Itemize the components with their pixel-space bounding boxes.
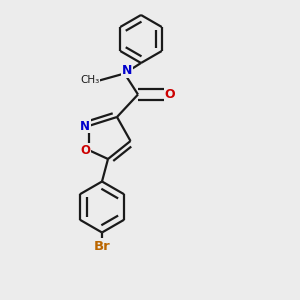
Text: CH₃: CH₃: [80, 75, 100, 85]
Text: N: N: [122, 64, 132, 77]
Text: O: O: [165, 88, 176, 101]
Text: Br: Br: [94, 239, 110, 253]
Text: O: O: [80, 143, 90, 157]
Text: N: N: [80, 119, 90, 133]
